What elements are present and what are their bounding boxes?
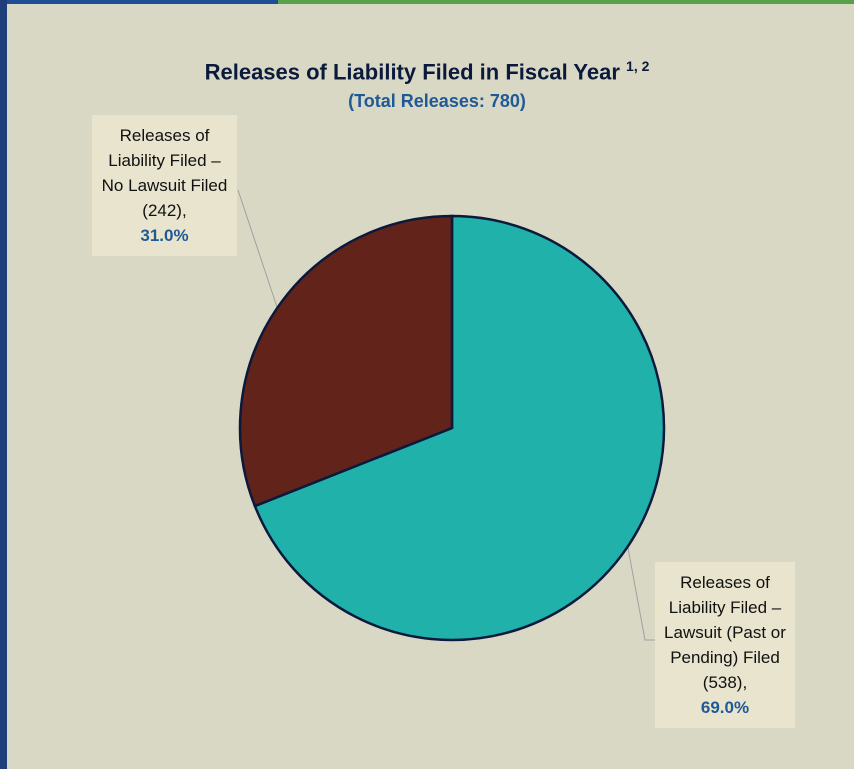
- pie-slice: [238, 214, 454, 508]
- title-text: Releases of Liability Filed in Fiscal Ye…: [204, 59, 620, 85]
- slice-category: Releases of Liability Filed – No Lawsuit…: [101, 126, 228, 220]
- chart-title: Releases of Liability Filed in Fiscal Ye…: [0, 58, 854, 85]
- top-bar: [278, 0, 854, 4]
- leader-line: [627, 547, 655, 641]
- chart-subtitle: (Total Releases: 780): [348, 91, 526, 111]
- top-bar: [0, 0, 278, 4]
- left-border: [0, 0, 7, 769]
- slice-label: Releases of Liability Filed – Lawsuit (P…: [655, 562, 795, 728]
- leader-line: [237, 189, 279, 311]
- pie-slice: [253, 214, 666, 642]
- slice-value: 69.0%: [700, 698, 750, 717]
- pie: [238, 214, 666, 642]
- slice-category: Releases of Liability Filed – Lawsuit (P…: [664, 573, 786, 692]
- slice-value: 31.0%: [140, 226, 189, 245]
- title-superscript: 1, 2: [626, 58, 650, 74]
- slice-label: Releases of Liability Filed – No Lawsuit…: [92, 115, 237, 256]
